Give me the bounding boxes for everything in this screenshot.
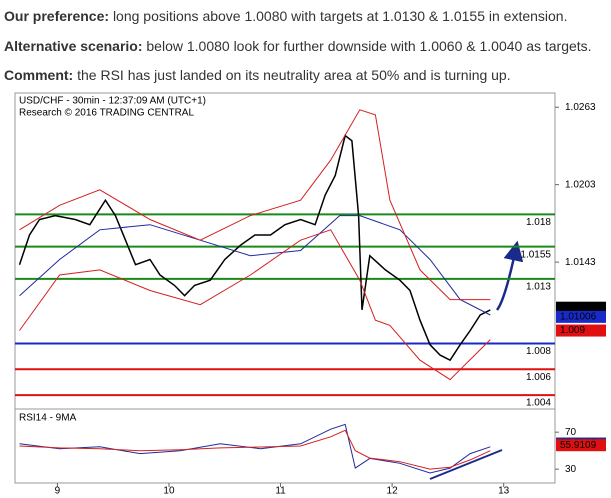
label: Our preference: <box>4 8 110 24</box>
y-tick-label: 1.0263 <box>565 102 596 113</box>
y-tick-label: 1.0143 <box>565 257 596 268</box>
label: Alternative scenario: <box>4 38 143 54</box>
frame <box>14 92 556 484</box>
level-label: 1.018 <box>526 217 551 228</box>
x-tick-label: 12 <box>387 486 399 497</box>
text: the RSI has just landed on its neutralit… <box>77 67 511 83</box>
label: Comment: <box>4 67 74 83</box>
value-tag <box>556 301 606 314</box>
text: long positions above 1.0080 with targets… <box>112 8 568 24</box>
value-tag <box>556 310 606 323</box>
x-tick-label: 11 <box>275 486 286 497</box>
comment-row: Comment: the RSI has just landed on its … <box>4 67 511 83</box>
series-line <box>19 429 491 470</box>
series-line <box>19 423 491 474</box>
value-tag-label: 55.9109 <box>560 440 597 451</box>
y-tick-label: 70 <box>565 427 577 438</box>
x-tick-label: 13 <box>498 486 510 497</box>
series-line <box>19 215 491 316</box>
forecast-arrow <box>495 240 524 311</box>
chart-subtitle: Research © 2016 TRADING CENTRAL <box>19 108 194 119</box>
comment-row: Alternative scenario: below 1.0080 look … <box>4 38 592 54</box>
rsi-title: RSI14 - 9MA <box>19 413 77 424</box>
series-line <box>19 109 491 301</box>
text: below 1.0080 look for further downside w… <box>146 38 592 54</box>
level-label: 1.004 <box>526 398 551 409</box>
value-tag-label: 1.01006 <box>560 311 597 322</box>
comment-row: Our preference: long positions above 1.0… <box>4 8 567 24</box>
x-tick-label: 9 <box>55 486 61 497</box>
level-label: 1.0155 <box>520 249 551 260</box>
value-tag <box>556 324 606 337</box>
series-line <box>19 229 491 381</box>
trend-line <box>429 449 503 480</box>
value-tag-label: 1.009 <box>560 325 585 336</box>
value-tag <box>556 439 606 452</box>
value-tag-label: 1.01077 <box>560 302 597 313</box>
y-tick-label: 30 <box>565 464 577 475</box>
series-line <box>18 134 491 362</box>
level-label: 1.013 <box>526 282 551 293</box>
y-tick-label: 1.0203 <box>565 179 596 190</box>
chart-title: USD/CHF - 30min - 12:37:09 AM (UTC+1) <box>19 96 206 107</box>
level-label: 1.008 <box>526 346 551 357</box>
x-tick-label: 10 <box>163 486 175 497</box>
level-label: 1.006 <box>526 372 551 383</box>
